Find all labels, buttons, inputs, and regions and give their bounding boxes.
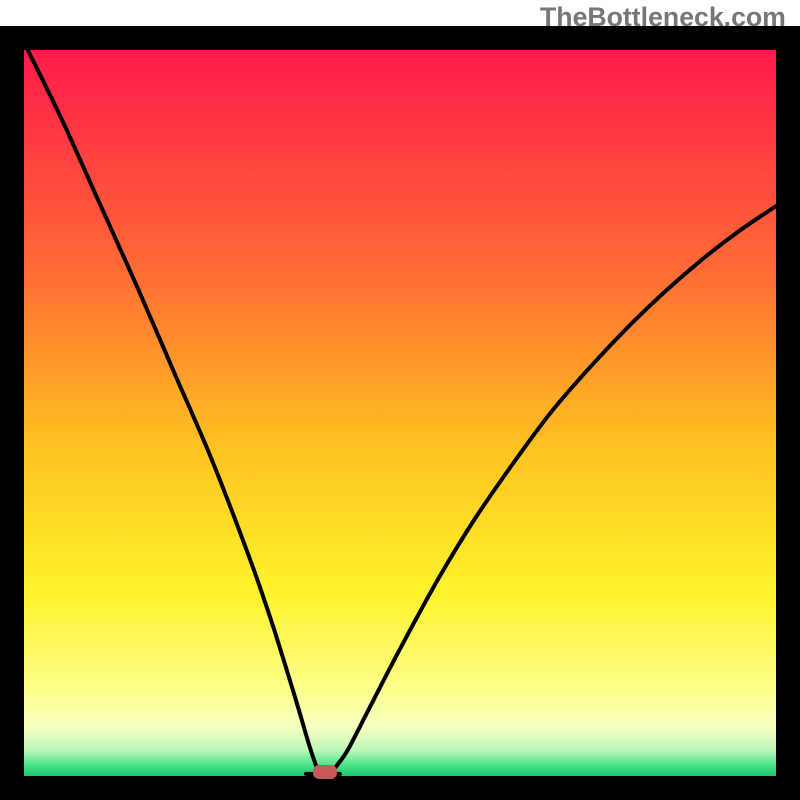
vertex-marker bbox=[313, 765, 337, 779]
curve-path bbox=[28, 50, 776, 776]
chart-container: TheBottleneck.com bbox=[0, 0, 800, 800]
bottleneck-curve bbox=[0, 0, 800, 800]
